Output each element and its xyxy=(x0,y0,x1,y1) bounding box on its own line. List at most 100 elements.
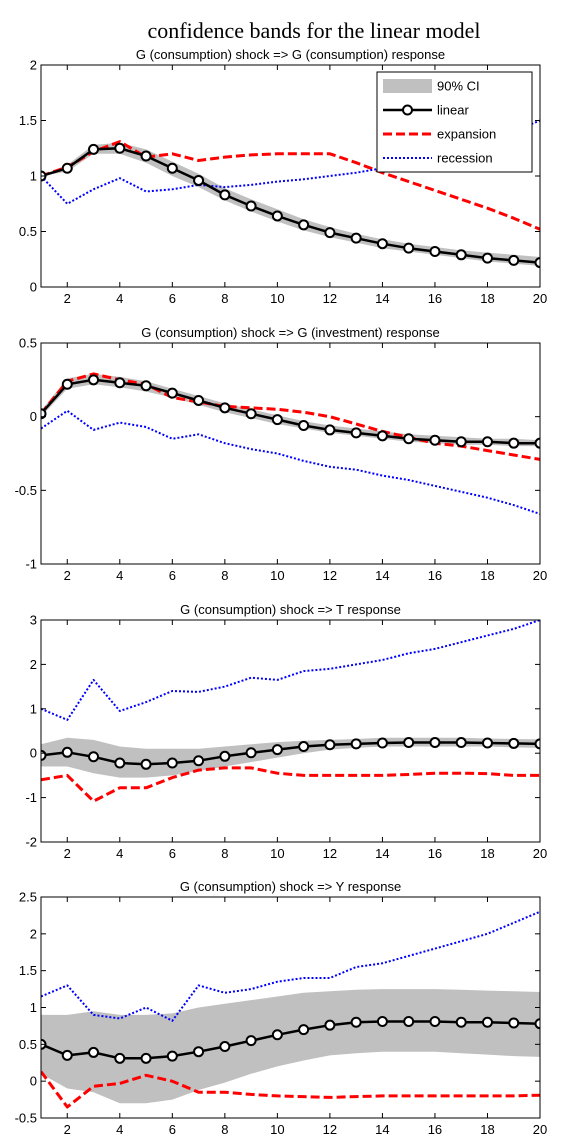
linear-marker xyxy=(61,162,73,174)
x-tick-label: 4 xyxy=(116,1122,123,1137)
chart-panel-1: G (consumption) shock => G (consumption)… xyxy=(19,47,547,306)
series-recession-line xyxy=(41,409,540,515)
plot-area xyxy=(41,372,540,515)
y-tick-label: 0.5 xyxy=(19,336,37,351)
linear-marker xyxy=(324,1019,336,1031)
series-expansion-line xyxy=(41,766,540,803)
x-tick-label: 6 xyxy=(169,291,176,306)
x-tick-label: 6 xyxy=(169,1122,176,1137)
x-tick-label: 12 xyxy=(323,846,337,861)
plot-area xyxy=(41,910,540,1109)
x-tick-label: 18 xyxy=(480,1122,494,1137)
linear-marker xyxy=(403,433,415,445)
y-tick-label: 1 xyxy=(30,701,37,716)
plot-background xyxy=(41,620,540,842)
x-tick-label: 14 xyxy=(375,1122,389,1137)
y-tick-label: 0 xyxy=(30,409,37,424)
x-tick-label: 8 xyxy=(221,846,228,861)
linear-marker xyxy=(534,1018,540,1030)
linear-marker xyxy=(245,200,257,212)
y-tick-label: -0.5 xyxy=(15,1111,37,1126)
x-tick-label: 8 xyxy=(221,1122,228,1137)
linear-marker xyxy=(61,746,73,758)
linear-marker xyxy=(429,434,441,446)
x-tick-label: 6 xyxy=(169,846,176,861)
x-tick-label: 20 xyxy=(533,568,547,583)
y-tick-label: 0 xyxy=(30,280,37,295)
linear-marker xyxy=(508,1017,520,1029)
x-tick-label: 4 xyxy=(116,846,123,861)
x-tick-label: 12 xyxy=(323,291,337,306)
x-tick-label: 2 xyxy=(64,846,71,861)
x-tick-label: 12 xyxy=(323,568,337,583)
linear-marker xyxy=(481,252,493,264)
linear-marker xyxy=(140,1052,152,1064)
linear-marker xyxy=(298,219,310,231)
y-tick-label: 2 xyxy=(30,58,37,73)
linear-marker xyxy=(534,437,540,449)
y-tick-label: 2 xyxy=(30,657,37,672)
linear-marker xyxy=(508,437,520,449)
plot-area xyxy=(41,620,540,803)
series-recession-line xyxy=(41,620,540,721)
linear-marker xyxy=(219,402,231,414)
linear-marker xyxy=(245,747,257,759)
linear-marker xyxy=(481,737,493,749)
x-tick-label: 14 xyxy=(375,846,389,861)
x-tick-label: 8 xyxy=(221,568,228,583)
linear-marker xyxy=(350,738,362,750)
x-tick-label: 20 xyxy=(533,291,547,306)
linear-marker xyxy=(88,751,100,763)
y-tick-label: 2.5 xyxy=(19,890,37,905)
linear-marker xyxy=(271,210,283,222)
linear-marker xyxy=(350,427,362,439)
x-tick-label: 20 xyxy=(533,1122,547,1137)
series-expansion-line xyxy=(41,140,540,231)
x-tick-label: 16 xyxy=(428,1122,442,1137)
x-tick-label: 2 xyxy=(64,1122,71,1137)
ci-band xyxy=(41,737,540,778)
linear-marker xyxy=(324,424,336,436)
plot-background xyxy=(41,343,540,564)
linear-marker xyxy=(193,755,205,767)
y-tick-label: 0 xyxy=(30,746,37,761)
linear-marker xyxy=(193,1046,205,1058)
x-tick-label: 10 xyxy=(270,568,284,583)
linear-marker xyxy=(324,227,336,239)
linear-marker xyxy=(455,1016,467,1028)
linear-marker xyxy=(298,1024,310,1036)
legend-linear-marker xyxy=(402,104,413,116)
y-tick-label: 0.5 xyxy=(19,224,37,239)
panel-title: G (consumption) shock => G (consumption)… xyxy=(136,47,445,62)
linear-marker xyxy=(166,757,178,769)
y-tick-label: -0.5 xyxy=(15,483,37,498)
linear-marker xyxy=(166,1050,178,1062)
x-tick-label: 10 xyxy=(270,291,284,306)
linear-marker xyxy=(429,1015,441,1027)
linear-marker xyxy=(166,387,178,399)
x-tick-label: 10 xyxy=(270,1122,284,1137)
linear-marker xyxy=(140,380,152,392)
linear-marker xyxy=(41,408,47,420)
linear-marker xyxy=(271,1029,283,1041)
y-tick-label: -1 xyxy=(25,557,37,572)
x-tick-label: 2 xyxy=(64,291,71,306)
linear-marker xyxy=(508,254,520,266)
linear-marker xyxy=(298,741,310,753)
linear-marker xyxy=(455,737,467,749)
x-tick-label: 18 xyxy=(480,568,494,583)
y-tick-label: 1.5 xyxy=(19,963,37,978)
linear-marker xyxy=(534,257,540,269)
linear-marker xyxy=(245,1035,257,1047)
x-tick-label: 18 xyxy=(480,291,494,306)
x-tick-label: 6 xyxy=(169,568,176,583)
linear-marker xyxy=(193,394,205,406)
linear-marker xyxy=(88,1046,100,1058)
linear-marker xyxy=(455,249,467,261)
linear-marker xyxy=(403,242,415,254)
x-tick-label: 18 xyxy=(480,846,494,861)
linear-marker xyxy=(219,1041,231,1053)
linear-marker xyxy=(114,757,126,769)
linear-marker xyxy=(429,245,441,257)
linear-marker xyxy=(455,436,467,448)
